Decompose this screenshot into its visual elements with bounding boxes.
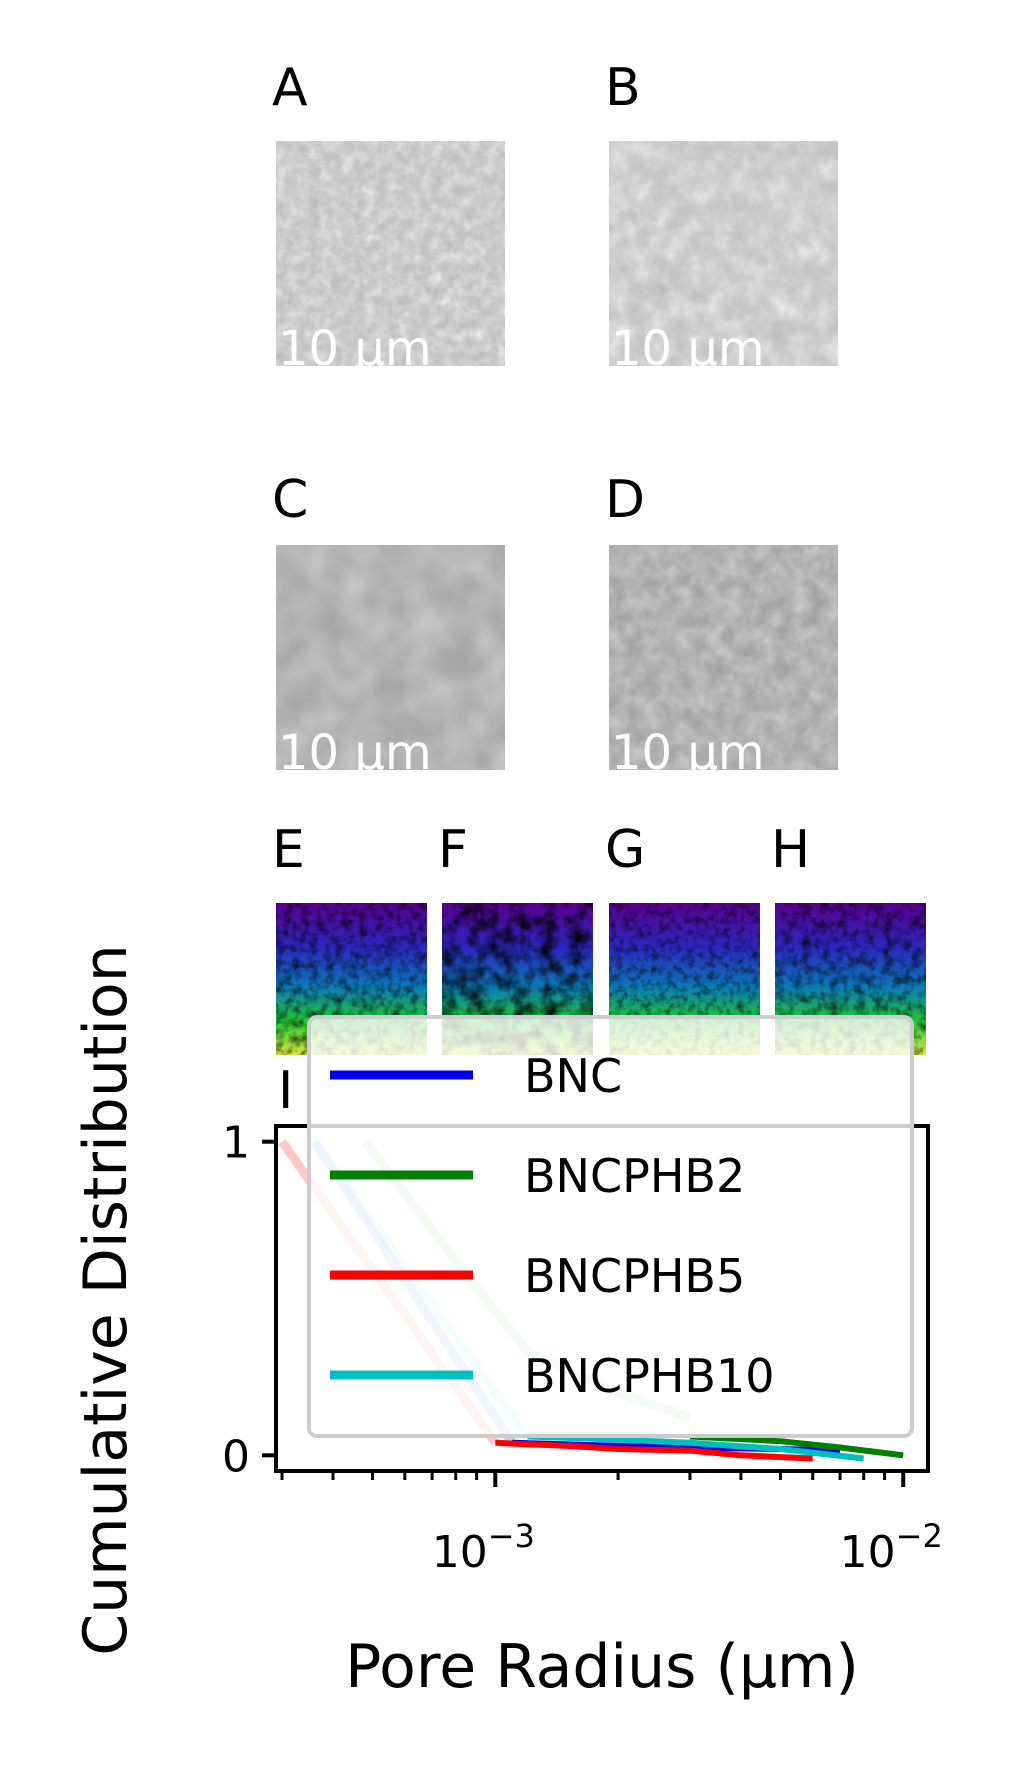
panel-label-d: D bbox=[605, 470, 646, 530]
sem-image-a: 10 µm bbox=[276, 141, 505, 369]
panel-label-f: F bbox=[438, 820, 468, 880]
panel-label-a: A bbox=[272, 58, 308, 118]
scale-bar-label: 10 µm bbox=[611, 321, 765, 369]
sem-image-c: 10 µm bbox=[276, 545, 505, 773]
legend-label-3: BNCPHB10 bbox=[524, 1349, 775, 1403]
series-line-2 bbox=[495, 1439, 813, 1462]
x-axis-title: Pore Radius (µm) bbox=[345, 1632, 859, 1702]
scale-bar bbox=[609, 366, 838, 369]
scale-bar-label: 10 µm bbox=[278, 321, 432, 369]
panel-label-e: E bbox=[272, 820, 305, 880]
x-tick-label-0: 10−3 bbox=[432, 1517, 535, 1578]
panel-label-c: C bbox=[272, 470, 309, 530]
scale-bar-label: 10 µm bbox=[611, 725, 765, 773]
scale-bar bbox=[276, 770, 505, 773]
y-tick-label-0: 0 bbox=[222, 1431, 250, 1482]
panel-label-i: I bbox=[278, 1061, 293, 1121]
series-line-1 bbox=[689, 1433, 904, 1459]
legend-label-2: BNCPHB5 bbox=[524, 1249, 745, 1303]
sem-image-d: 10 µm bbox=[609, 545, 838, 773]
legend-label-1: BNCPHB2 bbox=[524, 1149, 745, 1203]
scale-bar bbox=[276, 366, 505, 369]
x-tick-label-1: 10−2 bbox=[840, 1517, 943, 1578]
scale-bar-label: 10 µm bbox=[278, 725, 432, 773]
panel-label-h: H bbox=[771, 820, 811, 880]
y-axis-title: Cumulative Distribution bbox=[71, 944, 141, 1656]
legend-box bbox=[307, 1015, 914, 1438]
series-line-3 bbox=[527, 1433, 865, 1462]
panel-label-b: B bbox=[605, 58, 641, 118]
legend-label-0: BNC bbox=[524, 1049, 622, 1103]
panel-label-g: G bbox=[605, 820, 646, 880]
scale-bar bbox=[609, 770, 838, 773]
sem-image-b: 10 µm bbox=[609, 141, 838, 369]
y-tick-label-1: 1 bbox=[222, 1118, 250, 1169]
